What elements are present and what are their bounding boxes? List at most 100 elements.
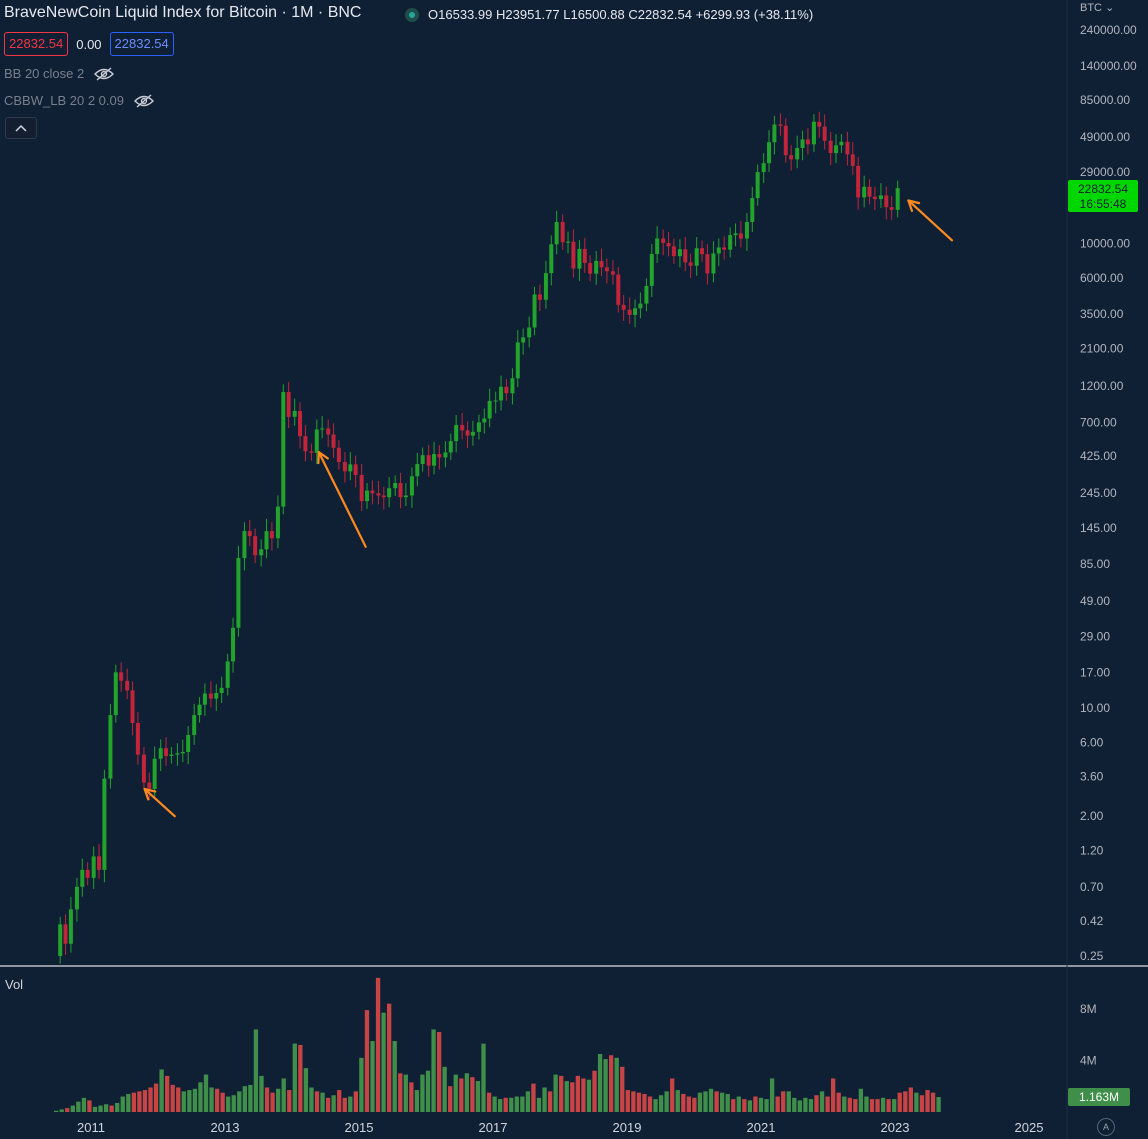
volume-bar (65, 1108, 70, 1112)
candle (331, 423, 336, 458)
time-tick-label: 2011 (77, 1120, 105, 1135)
candle (889, 196, 894, 220)
volume-bar (287, 1090, 292, 1112)
volume-bar (803, 1097, 808, 1112)
candle (158, 739, 163, 772)
volume-bar (453, 1074, 458, 1112)
candle (515, 330, 520, 388)
volume-bar (381, 1012, 386, 1112)
candle (376, 481, 381, 505)
ohlc-low-key: L (563, 7, 571, 22)
trade-row: 22832.54 0.00 22832.54 (4, 31, 174, 57)
candle (845, 131, 850, 166)
volume-bar (248, 1084, 253, 1112)
candle (688, 253, 693, 278)
ohlc-readout: O16533.99 H23951.77 L16500.88 C22832.54 … (428, 7, 813, 22)
price-tick-label: 10000.00 (1080, 237, 1130, 251)
ohlc-close: 22832.54 (637, 7, 692, 22)
candle (817, 111, 822, 138)
indicator-cbbw[interactable]: CBBW_LB 20 2 0.09 (4, 93, 154, 108)
collapse-legend-button[interactable] (5, 117, 37, 139)
candle (510, 368, 515, 405)
candle (476, 414, 481, 440)
candle (649, 244, 654, 298)
price-tick-label: 3.60 (1080, 770, 1104, 784)
candle (359, 463, 364, 512)
countdown-value: 16:55:48 (1080, 197, 1127, 211)
chart-title[interactable]: BraveNewCoin Liquid Index for Bitcoin · … (4, 4, 362, 21)
volume-bar (708, 1088, 714, 1112)
buy-price-button[interactable]: 22832.54 (109, 32, 174, 56)
indicator-bb[interactable]: BB 20 close 2 (4, 66, 115, 81)
volume-bar (847, 1097, 852, 1112)
candle (247, 519, 252, 547)
time-axis: 2011 2013 2015 2017 2019 2021 2023 2025 (77, 1120, 1043, 1135)
candle (716, 238, 721, 266)
volume-bar (609, 1055, 614, 1112)
volume-bar (758, 1097, 764, 1112)
price-tick-label: 245.00 (1080, 486, 1117, 500)
price-tick-label: 85000.00 (1080, 93, 1130, 107)
sell-price-button[interactable]: 22832.54 (4, 32, 69, 56)
annotation-arrow[interactable] (907, 199, 954, 242)
price-tick-label: 145.00 (1080, 521, 1117, 535)
candle (616, 266, 621, 313)
volume-bar (886, 1099, 891, 1112)
volume-bar (364, 1010, 370, 1112)
candle (504, 379, 509, 401)
volume-bar (303, 1068, 309, 1112)
candle (80, 858, 85, 897)
candle (571, 229, 576, 278)
volume-bar (586, 1079, 592, 1112)
candle (175, 743, 180, 766)
volume-bar (570, 1082, 575, 1112)
market-status-icon[interactable] (405, 8, 419, 22)
annotation-arrow[interactable] (143, 787, 176, 818)
candle (744, 213, 749, 251)
price-tick-label: 17.00 (1080, 665, 1110, 679)
volume-bar (753, 1096, 758, 1112)
eye-off-icon[interactable] (133, 93, 154, 108)
candle (152, 746, 157, 798)
candle (197, 697, 202, 723)
candle (633, 299, 638, 328)
candle (370, 480, 375, 505)
candle (231, 617, 236, 673)
volume-bar (314, 1091, 320, 1112)
eye-off-icon[interactable] (94, 66, 115, 81)
volume-bar (148, 1087, 153, 1112)
volume-bar (825, 1096, 830, 1112)
candle (856, 157, 861, 210)
candle (834, 134, 839, 163)
candle (192, 703, 197, 745)
candle (113, 664, 118, 723)
auto-scale-button[interactable]: A (1097, 1118, 1115, 1136)
volume-bar (375, 977, 381, 1112)
candle (610, 260, 615, 285)
volume-bar (209, 1087, 214, 1112)
annotation-arrow[interactable] (317, 451, 367, 548)
volume-bar (858, 1088, 864, 1112)
candle (621, 294, 626, 321)
candle (336, 440, 341, 470)
volume-bar (192, 1088, 198, 1112)
candle (722, 236, 727, 260)
volume-bar (492, 1096, 497, 1112)
volume-series (54, 977, 941, 1112)
time-tick-label: 2017 (479, 1120, 508, 1135)
chevron-down-icon: ⌄ (1105, 2, 1115, 14)
currency-selector[interactable]: BTC ⌄ (1080, 1, 1114, 14)
candle (487, 388, 492, 428)
candle (164, 737, 169, 766)
volume-bar (720, 1092, 725, 1112)
price-tick-label: 2100.00 (1080, 342, 1124, 356)
volume-bar (769, 1078, 775, 1112)
candle (560, 214, 565, 250)
volume-bar (342, 1097, 347, 1112)
volume-bar (486, 1092, 492, 1112)
volume-bar (831, 1078, 836, 1112)
candle (604, 258, 609, 284)
time-tick-label: 2019 (613, 1120, 642, 1135)
volume-bar (181, 1091, 186, 1112)
